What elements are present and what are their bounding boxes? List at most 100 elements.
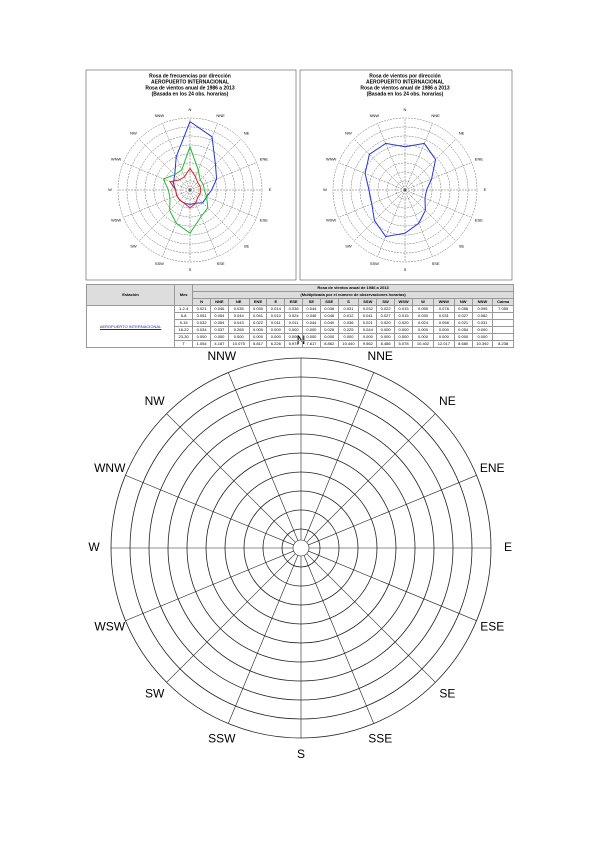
cell: 0.055 [412, 305, 434, 313]
header-cell: SW [376, 298, 396, 306]
cell: 0.058 [432, 319, 455, 327]
header-cell: ENE [248, 298, 268, 306]
cell: 0.015 [394, 305, 414, 313]
cell: 0.027 [453, 312, 473, 320]
direction-label: N [404, 107, 407, 112]
rose-direction: SSE [368, 731, 392, 745]
row: Estación Mes Rosa de vientos anual de 1986… [85, 284, 514, 306]
cell: 0.000 [248, 326, 268, 334]
cell: 0.031 [337, 305, 360, 313]
cell: 0.031 [471, 319, 494, 327]
cell: 5-8 [174, 312, 194, 320]
header-cell: E [266, 298, 286, 306]
cell: 10.075 [227, 340, 250, 348]
cell: 8.862 [319, 340, 339, 348]
cell: 0.000 [432, 326, 455, 334]
cell: 8.486 [376, 340, 396, 348]
cell: 5.078 [394, 340, 414, 348]
cell: 9-15 [174, 319, 194, 327]
chart-title: Rosa de frecuencias por dirección [149, 73, 231, 79]
chart-title: (Basada en los 24 obs. horarias) [152, 91, 229, 97]
rose-direction: S [297, 747, 305, 761]
direction-label: WNW [326, 156, 337, 161]
rose-spoke [308, 550, 477, 621]
cell: 0.046 [319, 312, 339, 320]
direction-label: NE [244, 130, 250, 135]
cell: 0.095 [471, 305, 494, 313]
cell: 0.035 [227, 305, 250, 313]
chart-title: AEROPUERTO INTERNACIONAL [151, 79, 229, 85]
cell: 0.030 [412, 312, 434, 320]
cell [492, 333, 514, 341]
direction-label: NNE [431, 113, 440, 118]
cell [492, 319, 514, 327]
direction-label: SE [244, 244, 250, 249]
cell: 0.032 [192, 319, 211, 327]
direction-label: NNW [370, 113, 380, 118]
chart-title: (Basada en los 24 obs. horarias) [367, 91, 444, 97]
direction-label: WNW [111, 156, 122, 161]
cell: 0.044 [302, 305, 321, 313]
cell: 0.000 [266, 326, 286, 334]
header-cell: SSE [319, 298, 339, 306]
wind-table: Estación Mes Rosa de vientos anual de 1986… [85, 284, 514, 348]
cell: 5.974 [284, 340, 303, 348]
direction-label: SSW [155, 261, 164, 266]
cell: 0.032 [358, 305, 378, 313]
direction-label: ENE [475, 156, 484, 161]
direction-label: NNE [216, 113, 225, 118]
spoke [404, 123, 433, 191]
cell: 0.000 [471, 326, 494, 334]
rose-direction: W [88, 540, 100, 554]
header-cell: SE [302, 298, 321, 306]
spoke [404, 138, 457, 191]
header-cell: NNE [209, 298, 229, 306]
rose-spoke [306, 553, 436, 683]
rose-direction: NE [439, 394, 456, 408]
cell: 0.000 [227, 333, 250, 341]
cell: 0.012 [337, 312, 360, 320]
cell [492, 326, 514, 334]
direction-label: ENE [260, 156, 269, 161]
cell: 0.044 [227, 312, 250, 320]
series-line [364, 142, 437, 238]
cell: 0.027 [376, 312, 396, 320]
rose-direction: SE [439, 687, 455, 701]
chart-title: Rosa de vientos anual de 1986 a 2013 [360, 85, 449, 91]
cell: 0.010 [266, 312, 286, 320]
cell: 16-22 [174, 326, 194, 334]
cell: 0.021 [192, 305, 211, 313]
rose-spoke [166, 413, 296, 543]
rose-spoke [166, 553, 296, 683]
direction-label: SW [345, 244, 352, 249]
header-cell: N [192, 298, 211, 306]
rose-direction: WSW [94, 619, 125, 633]
chart-frame [299, 69, 513, 281]
cell: 0.036 [319, 305, 339, 313]
cell: AEROPUERTO INTERNACIONAL [85, 305, 176, 348]
rose-spoke [308, 475, 477, 546]
ring [117, 117, 263, 263]
spoke [338, 162, 406, 191]
cell: 6.226 [266, 340, 286, 348]
cell: 0.040 [319, 319, 339, 327]
cell: 0.000 [412, 326, 434, 334]
cell: 0.000 [358, 333, 378, 341]
cell: 0.044 [358, 326, 378, 334]
cell: 0.000 [266, 333, 286, 341]
cell: 0.054 [453, 326, 473, 334]
cell: 7.055 [492, 305, 514, 313]
rose-direction: WNW [94, 461, 126, 475]
header-cell: NW [453, 298, 473, 306]
header-cell: Rosa de vientos anual de 1986 a 2013 [192, 284, 514, 292]
rose-direction: NNW [207, 349, 236, 363]
rose-spoke [303, 555, 374, 724]
cell: 12.017 [432, 340, 455, 348]
direction-label: WSW [326, 218, 336, 223]
direction-label: S [189, 267, 192, 272]
cell: 0.020 [376, 319, 396, 327]
cell: 0.054 [209, 312, 229, 320]
spoke [353, 138, 406, 191]
cell: 23-30 [174, 333, 194, 341]
cell: 0.030 [248, 305, 268, 313]
